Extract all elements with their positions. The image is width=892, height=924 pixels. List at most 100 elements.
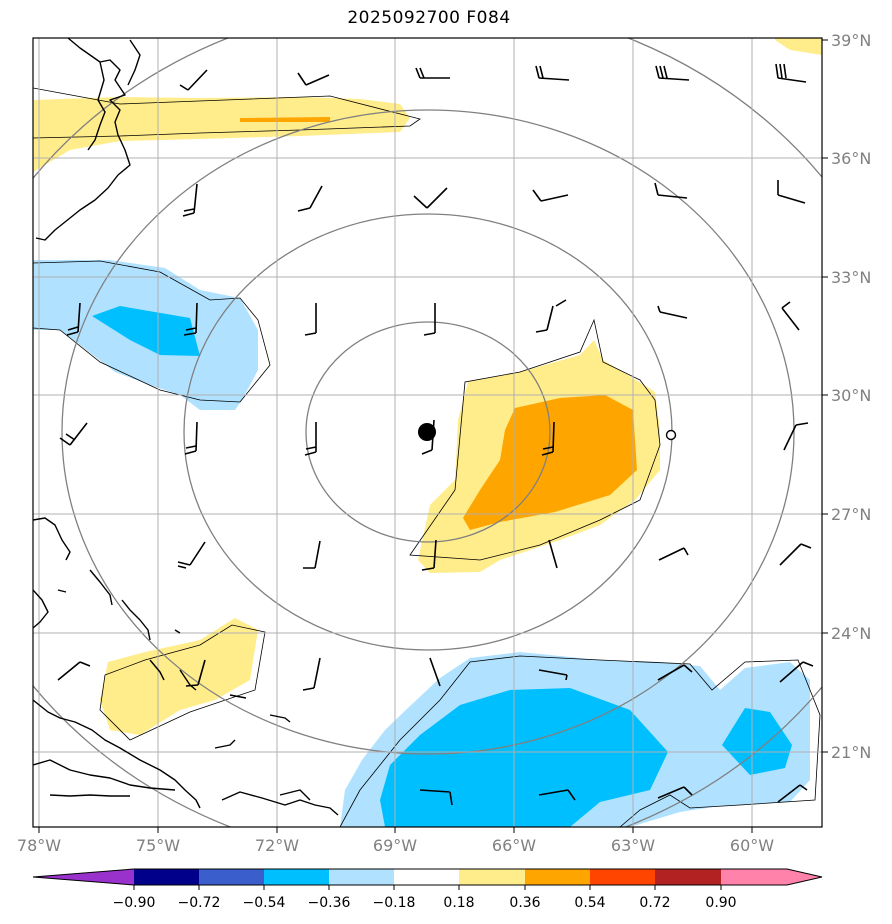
wind-barb [304, 422, 317, 456]
lat-tick-label: 24°N [831, 624, 871, 643]
map-area [33, 38, 822, 827]
lat-tick-label: 39°N [831, 31, 871, 50]
colorbar-label: 0.54 [574, 895, 605, 911]
coastline-bahamas-1 [89, 569, 113, 606]
wind-barb [657, 664, 693, 681]
wind-barb [777, 784, 808, 803]
anomaly-fill-central-core [463, 395, 637, 530]
positive-anomaly-fills [33, 38, 822, 735]
wind-barb [657, 305, 688, 319]
colorbar-segment [459, 869, 525, 885]
wind-barb [548, 539, 558, 569]
lon-tick-label: 78°W [17, 836, 61, 855]
colorbar-segment [394, 869, 459, 885]
lat-tick-label: 21°N [831, 743, 871, 762]
lat-tick-label: 36°N [831, 149, 871, 168]
contour-outline-south [339, 655, 821, 827]
coastline-cuba-south [49, 794, 130, 797]
anomaly-fill-west-core [92, 306, 200, 356]
wind-barb [535, 65, 570, 81]
range-rings [33, 38, 822, 827]
wind-barb [657, 786, 693, 799]
coastline-cuba [33, 589, 49, 629]
coastline-hispaniola [33, 759, 176, 791]
colorbar-label: −0.90 [113, 895, 156, 911]
colorbar-label: 0.36 [509, 895, 540, 911]
coastline-cuba-north [33, 699, 201, 809]
contour-outline-west [33, 260, 271, 403]
anomaly-fill-north-band-core [240, 117, 330, 122]
lon-tick-label: 75°W [136, 836, 180, 855]
anomaly-fill-south-east-core [722, 708, 792, 775]
map-frame [32, 37, 823, 828]
coastline-bahamas-2 [121, 599, 151, 641]
wind-barb [781, 301, 800, 331]
colorbar-label: 0.18 [443, 895, 474, 911]
coastline-florida [33, 517, 71, 561]
contour-outlines [33, 87, 821, 827]
storm-center-marker [418, 423, 436, 441]
colorbar-segment [134, 869, 199, 885]
lon-tick-label: 72°W [255, 836, 299, 855]
wind-barb [302, 657, 321, 691]
colorbar-segment [721, 869, 787, 885]
wind-barb [183, 302, 198, 336]
wind-barb [66, 302, 81, 336]
wind-barb [59, 422, 88, 446]
wind-barb [185, 659, 206, 687]
wind-barb [538, 669, 568, 681]
wind-barb [182, 183, 198, 217]
coastline-bahamas-3 [57, 589, 67, 593]
wind-barb [57, 661, 91, 681]
contour-outline-southwest [99, 624, 266, 741]
coastline-islets [214, 739, 236, 749]
colorbar-extend-high [787, 869, 822, 885]
lon-tick-label: 60°W [730, 836, 774, 855]
lat-tick-label: 27°N [831, 505, 871, 524]
wind-barb [775, 63, 807, 83]
wind-barb [177, 541, 206, 569]
coastline-bay [87, 61, 106, 151]
wind-barb [655, 65, 690, 81]
anomaly-fill-south-core [380, 688, 668, 827]
colorbar-labels: −0.90 −0.72 −0.54 −0.36 −0.18 0.18 0.36 … [113, 895, 737, 911]
negative-anomaly-fills [33, 260, 810, 827]
colorbar-segment [590, 869, 655, 885]
wind-barb [535, 299, 567, 333]
colorbar-label: −0.72 [178, 895, 221, 911]
colorbar-segment [655, 869, 721, 885]
longitude-labels: 78°W 75°W 72°W 69°W 66°W 63°W 60°W [17, 836, 774, 855]
wind-barb [304, 303, 317, 336]
wind-barb [779, 543, 812, 566]
colorbar [32, 868, 823, 890]
axis-ticks [38, 39, 828, 833]
wind-barb [297, 185, 323, 212]
colorbar-label: 0.72 [639, 895, 670, 911]
coastline-bahamas-5 [174, 629, 181, 634]
wind-barb [297, 72, 330, 86]
coastline-islets-2 [269, 714, 291, 723]
wind-barb [538, 789, 576, 801]
colorbar-extend-low [33, 869, 134, 885]
lon-tick-label: 63°W [611, 836, 655, 855]
wind-barb [658, 547, 689, 561]
latitude-labels: 39°N 36°N 33°N 30°N 27°N 24°N 21°N [831, 31, 871, 762]
wind-barb [413, 187, 448, 209]
contour-outline-central [409, 318, 661, 561]
wind-barb [541, 421, 555, 456]
wind-barb [179, 69, 208, 91]
map-title: 2025092700 F084 [347, 8, 511, 28]
colorbar-label: −0.54 [243, 895, 286, 911]
wind-barb [777, 180, 806, 204]
contour-outline-north [33, 87, 421, 139]
colorbar-segment [199, 869, 264, 885]
lat-tick-label: 30°N [831, 386, 871, 405]
graticule [33, 38, 822, 827]
wind-barb [415, 67, 450, 79]
wind-barb [423, 303, 436, 336]
coastline-hispaniola-east [221, 791, 339, 816]
wind-barb [654, 182, 688, 199]
lon-tick-label: 69°W [373, 836, 417, 855]
wind-barb [303, 540, 321, 569]
